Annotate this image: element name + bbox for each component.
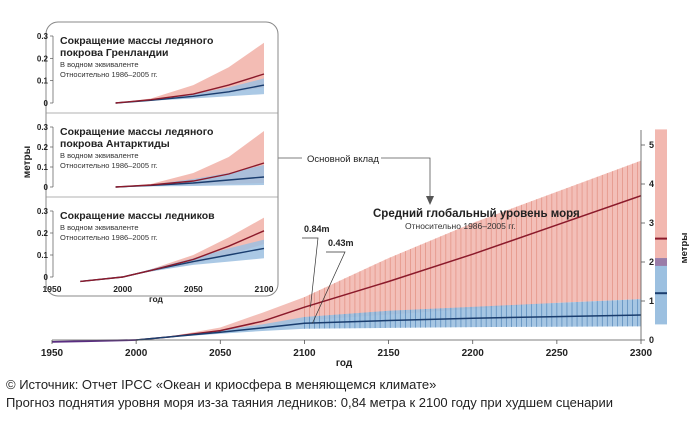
- greenland-high-line: [115, 73, 265, 104]
- main-y-tick-label: 3: [649, 218, 654, 228]
- inset-panels-layer: метры 0 0.1 0.2 0.3 Сокращение массы ледяного…: [22, 21, 279, 304]
- main-contribution-arrowhead: [426, 196, 434, 205]
- glaciers-note: В водном эквиваленте: [60, 223, 139, 232]
- greenland-note: Относительно 1986–2005 гг.: [60, 70, 158, 79]
- main-y-tick-label: 4: [649, 179, 654, 189]
- main-x-tick-label: 2300: [630, 348, 653, 359]
- main-x-tick-label: 2150: [377, 348, 400, 359]
- caption-description: Прогноз поднятия уровня моря из-за таяни…: [6, 395, 614, 410]
- antarctica-y-tick-label: 0.2: [37, 143, 49, 152]
- inset-y-axis-label: метры: [22, 146, 33, 178]
- antarctica-note: Относительно 1986–2005 гг.: [60, 161, 158, 170]
- antarctica-title-line: покрова Антарктиды: [60, 138, 170, 150]
- antarctica-y-tick-label: 0: [44, 183, 49, 192]
- glaciers-y-tick-label: 0.2: [37, 229, 49, 238]
- greenland-title-line: покрова Гренландии: [60, 47, 169, 59]
- side-high-range: [655, 129, 667, 286]
- main-y-tick-label: 1: [649, 296, 654, 306]
- antarctica-high-line: [115, 162, 265, 188]
- annot-low-leader: [312, 251, 346, 324]
- main-contribution-label: Основной вклад: [307, 154, 379, 165]
- antarctica-y-tick-label: 0.1: [37, 163, 49, 172]
- main-y-tick-label: 2: [649, 257, 654, 267]
- antarctica-note: В водном эквиваленте: [60, 151, 139, 160]
- main-x-tick-label: 2000: [125, 348, 148, 359]
- side-range-bar-layer: метры: [655, 129, 690, 325]
- main-x-tick-label: 2250: [546, 348, 569, 359]
- greenland-y-tick-label: 0.2: [37, 54, 49, 63]
- main-x-tick-label: 2200: [462, 348, 485, 359]
- main-x-tick-label: 1950: [41, 348, 64, 359]
- side-overlap-range: [655, 258, 667, 266]
- main-low-line: [136, 314, 642, 341]
- annot-low-label: 0.43m: [328, 238, 354, 248]
- greenland-y-tick-label: 0: [44, 99, 49, 108]
- main-y-tick-label: 0: [649, 335, 654, 345]
- glaciers-low-band: [80, 239, 264, 282]
- main-x-tick-label: 2050: [209, 348, 232, 359]
- annot-high-leader: [302, 237, 319, 308]
- glaciers-note: Относительно 1986–2005 гг.: [60, 233, 158, 242]
- glaciers-x-axis-label: год: [149, 294, 164, 304]
- annot-high-label: 0.84m: [304, 224, 330, 234]
- glaciers-x-tick-label: 2000: [113, 284, 132, 294]
- side-y-axis-label: метры: [679, 233, 690, 264]
- main-low-band: [52, 299, 641, 342]
- antarctica-low-band: [115, 165, 264, 187]
- antarctica-title-line: Сокращение массы ледяного: [60, 126, 213, 138]
- glaciers-y-tick-label: 0.1: [37, 251, 49, 260]
- main-x-tick-label: 2100: [293, 348, 316, 359]
- caption-source: © Источник: Отчет IPCC «Океан и криосфер…: [6, 377, 437, 392]
- main-subtitle: Относительно 1986–2005 гг.: [405, 221, 516, 231]
- glaciers-y-tick-label: 0.3: [37, 207, 49, 216]
- greenland-note: В водном эквиваленте: [60, 60, 139, 69]
- glaciers-x-tick-label: 2050: [184, 284, 203, 294]
- main-y-tick-label: 5: [649, 140, 654, 150]
- main-x-axis-label: год: [336, 358, 353, 369]
- side-low-range: [655, 258, 667, 325]
- glaciers-y-tick-label: 0: [44, 273, 49, 282]
- glaciers-high-line: [80, 230, 265, 283]
- main-chart-layer: 1950 2000 2050 2100 2150 2200 2250 2300 год 0 1 2 3 4…: [41, 130, 654, 369]
- main-title: Средний глобальный уровень моря: [373, 208, 580, 220]
- greenland-title-line: Сокращение массы ледяного: [60, 35, 213, 47]
- main-high-band: [52, 160, 641, 342]
- antarctica-high-band: [115, 131, 264, 187]
- greenland-y-tick-label: 0.3: [37, 32, 49, 41]
- glaciers-title-line: Сокращение массы ледников: [60, 210, 215, 222]
- antarctica-y-tick-label: 0.3: [37, 123, 49, 132]
- glaciers-x-tick-label: 1950: [43, 284, 62, 294]
- glaciers-x-tick-label: 2100: [255, 284, 274, 294]
- main-contribution-arrow: [381, 157, 431, 200]
- sea-level-figure: 1950 2000 2050 2100 2150 2200 2250 2300 год 0 1 2 3 4…: [22, 21, 690, 369]
- greenland-y-tick-label: 0.1: [37, 77, 49, 86]
